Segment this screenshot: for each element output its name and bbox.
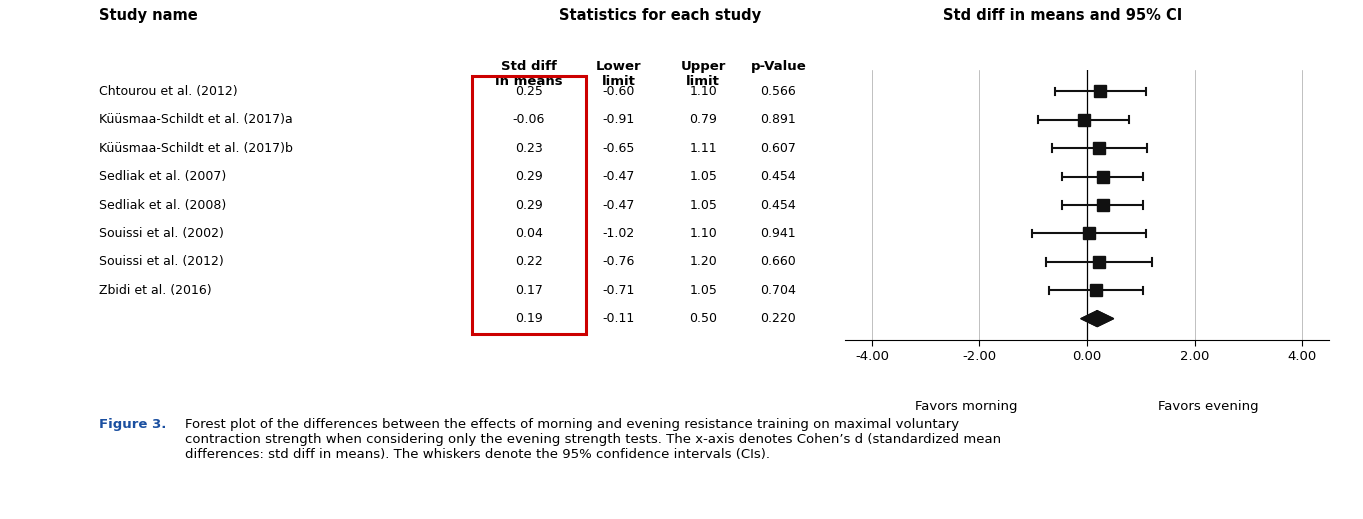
Text: 0.19: 0.19: [515, 312, 542, 325]
Text: 0.79: 0.79: [690, 113, 717, 126]
Text: 1.05: 1.05: [690, 284, 717, 297]
Text: Figure 3.: Figure 3.: [99, 418, 166, 431]
Text: -0.60: -0.60: [602, 85, 635, 98]
Text: 0.454: 0.454: [761, 198, 796, 212]
Text: Souissi et al. (2012): Souissi et al. (2012): [99, 255, 225, 268]
Text: Souissi et al. (2002): Souissi et al. (2002): [99, 227, 225, 240]
Text: Sedliak et al. (2008): Sedliak et al. (2008): [99, 198, 226, 212]
Text: Study name: Study name: [99, 8, 198, 23]
Text: 1.05: 1.05: [690, 198, 717, 212]
Text: Küüsmaa-Schildt et al. (2017)a: Küüsmaa-Schildt et al. (2017)a: [99, 113, 293, 126]
Polygon shape: [1081, 311, 1114, 326]
Text: 0.22: 0.22: [515, 255, 542, 268]
Text: 0.25: 0.25: [515, 85, 542, 98]
Text: -0.71: -0.71: [602, 284, 635, 297]
Text: Zbidi et al. (2016): Zbidi et al. (2016): [99, 284, 213, 297]
Text: 0.220: 0.220: [761, 312, 796, 325]
Text: Statistics for each study: Statistics for each study: [559, 8, 762, 23]
Text: Favors morning: Favors morning: [915, 400, 1017, 413]
Text: -0.65: -0.65: [602, 142, 635, 155]
Text: Lower
limit: Lower limit: [596, 60, 642, 88]
Text: 0.660: 0.660: [761, 255, 796, 268]
Text: Küüsmaa-Schildt et al. (2017)b: Küüsmaa-Schildt et al. (2017)b: [99, 142, 293, 155]
Text: 0.704: 0.704: [761, 284, 796, 297]
Text: 0.29: 0.29: [515, 170, 542, 183]
Text: Forest plot of the differences between the effects of morning and evening resist: Forest plot of the differences between t…: [185, 418, 1002, 461]
Text: 0.941: 0.941: [761, 227, 796, 240]
Text: 0.891: 0.891: [761, 113, 796, 126]
Text: 0.50: 0.50: [690, 312, 717, 325]
Text: 0.17: 0.17: [515, 284, 542, 297]
Text: 1.10: 1.10: [690, 85, 717, 98]
Text: 0.04: 0.04: [515, 227, 542, 240]
Text: 0.607: 0.607: [761, 142, 796, 155]
Text: -0.47: -0.47: [602, 198, 635, 212]
Text: 1.11: 1.11: [690, 142, 717, 155]
Text: 0.454: 0.454: [761, 170, 796, 183]
Text: -0.47: -0.47: [602, 170, 635, 183]
Text: Favors evening: Favors evening: [1157, 400, 1258, 413]
Text: Sedliak et al. (2007): Sedliak et al. (2007): [99, 170, 226, 183]
Text: Std diff
in means: Std diff in means: [495, 60, 563, 88]
Text: Chtourou et al. (2012): Chtourou et al. (2012): [99, 85, 239, 98]
Text: -0.76: -0.76: [602, 255, 635, 268]
Text: 1.10: 1.10: [690, 227, 717, 240]
Text: 0.23: 0.23: [515, 142, 542, 155]
Text: -1.02: -1.02: [602, 227, 635, 240]
Text: -0.91: -0.91: [602, 113, 635, 126]
Text: p-Value: p-Value: [751, 60, 806, 73]
Text: -0.11: -0.11: [602, 312, 635, 325]
Text: 1.05: 1.05: [690, 170, 717, 183]
Text: 0.29: 0.29: [515, 198, 542, 212]
Text: 1.20: 1.20: [690, 255, 717, 268]
Text: 0.566: 0.566: [761, 85, 796, 98]
Text: Std diff in means and 95% CI: Std diff in means and 95% CI: [943, 8, 1183, 23]
Text: Upper
limit: Upper limit: [680, 60, 726, 88]
Text: -0.06: -0.06: [512, 113, 545, 126]
